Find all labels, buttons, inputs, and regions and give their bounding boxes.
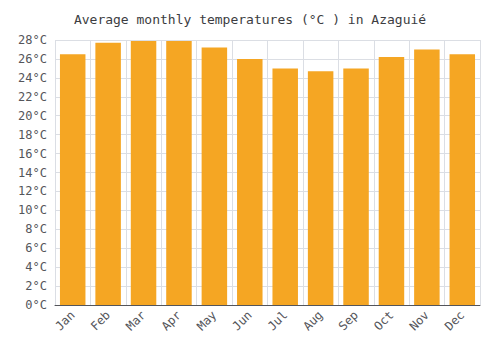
svg-text:22°C: 22°C bbox=[18, 90, 47, 104]
svg-text:8°C: 8°C bbox=[25, 222, 47, 236]
svg-text:0°C: 0°C bbox=[25, 298, 47, 312]
svg-text:Aug: Aug bbox=[300, 308, 325, 333]
svg-text:4°C: 4°C bbox=[25, 260, 47, 274]
svg-text:14°C: 14°C bbox=[18, 166, 47, 180]
svg-text:May: May bbox=[194, 308, 219, 333]
svg-text:10°C: 10°C bbox=[18, 203, 47, 217]
svg-text:28°C: 28°C bbox=[18, 33, 47, 47]
svg-text:2°C: 2°C bbox=[25, 279, 47, 293]
svg-text:Apr: Apr bbox=[159, 308, 184, 333]
svg-text:6°C: 6°C bbox=[25, 241, 47, 255]
svg-text:Feb: Feb bbox=[88, 308, 113, 333]
svg-text:Mar: Mar bbox=[123, 308, 148, 333]
svg-text:Nov: Nov bbox=[407, 308, 432, 333]
svg-text:Sep: Sep bbox=[336, 308, 361, 333]
svg-text:Average monthly temperatures (: Average monthly temperatures (°C ) in Az… bbox=[74, 12, 426, 27]
svg-text:Jul: Jul bbox=[265, 308, 290, 333]
svg-text:Jun: Jun bbox=[230, 308, 255, 333]
svg-text:12°C: 12°C bbox=[18, 184, 47, 198]
svg-text:18°C: 18°C bbox=[18, 128, 47, 142]
svg-text:26°C: 26°C bbox=[18, 52, 47, 66]
svg-text:Jan: Jan bbox=[52, 308, 77, 333]
svg-text:Dec: Dec bbox=[442, 308, 467, 333]
svg-text:20°C: 20°C bbox=[18, 109, 47, 123]
svg-text:Oct: Oct bbox=[371, 308, 396, 333]
svg-text:24°C: 24°C bbox=[18, 71, 47, 85]
svg-text:16°C: 16°C bbox=[18, 147, 47, 161]
